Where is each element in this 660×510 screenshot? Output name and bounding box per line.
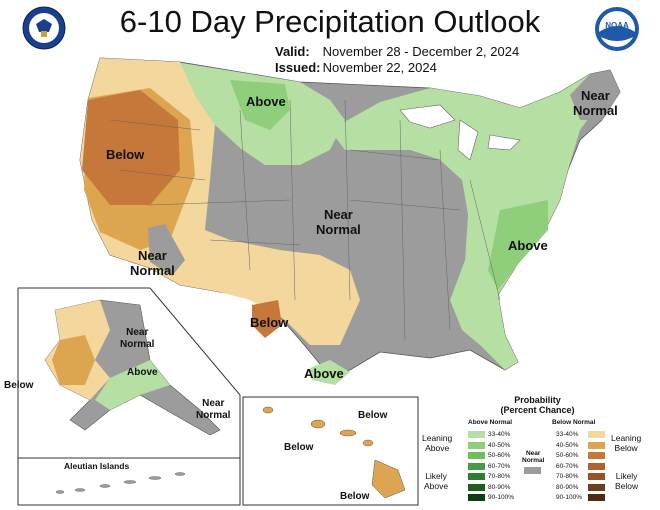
legend-swatch-near-normal: [524, 467, 541, 474]
label-above-gulf: Above: [304, 366, 344, 381]
legend-near-normal: Near Normal: [522, 450, 545, 464]
legend-range-below-1: 40-50%: [556, 441, 579, 449]
ak-label-above: Above: [127, 367, 158, 378]
legend-range-above-6: 90-100%: [488, 494, 515, 501]
legend-range-below-3: 60-70%: [556, 462, 579, 470]
legend-range-below-2: 50-60%: [556, 452, 579, 459]
issued-date: Issued: November 22, 2024: [275, 60, 437, 75]
legend-range-above-3: 60-70%: [488, 462, 511, 470]
label-near-normal-central: Near Normal: [316, 207, 361, 237]
legend-swatch-below-1: [588, 441, 605, 449]
legend-title: Probability (Percent Chance): [500, 395, 575, 415]
legend-range-below-0: 33-40%: [556, 431, 579, 438]
doc-seal-icon: [22, 6, 66, 50]
legend-swatch-below-3: [588, 462, 605, 470]
ak-label-below: Below: [4, 380, 34, 391]
legend-swatch-above-3: [468, 462, 485, 470]
legend-swatch-below-6: [588, 494, 605, 501]
noaa-logo-icon: NOAA: [595, 7, 639, 51]
legend-swatch-above-1: [468, 441, 485, 449]
probability-legend: Probability (Percent Chance) Above Normal…: [420, 395, 655, 507]
legend-leaning-below: Leaning Below: [611, 433, 642, 453]
label-below-west: Below: [106, 147, 145, 162]
legend-leaning-above: Leaning Above: [422, 433, 453, 453]
legend-range-above-0: 33-40%: [488, 431, 511, 438]
hi-label-below-3: Below: [340, 491, 370, 502]
legend-range-below-4: 70-80%: [556, 473, 579, 480]
legend-range-above-4: 70-80%: [488, 473, 511, 480]
legend-range-below-5: 80-90%: [556, 483, 579, 491]
legend-range-above-1: 40-50%: [488, 441, 511, 449]
page-title: 6-10 Day Precipitation Outlook: [119, 4, 541, 39]
label-above-east: Above: [508, 238, 548, 253]
legend-swatch-below-5: [588, 483, 605, 491]
above-east-region: [330, 74, 602, 370]
valid-dates: Valid: November 28 - December 2, 2024: [275, 44, 520, 59]
label-below-texas: Below: [250, 315, 289, 330]
legend-below-header: Below Normal: [552, 419, 596, 426]
legend-range-above-5: 80-90%: [488, 483, 511, 491]
legend-likely-below: Likely Below: [615, 471, 639, 491]
legend-swatch-above-0: [468, 431, 485, 438]
hi-label-below-2: Below: [284, 442, 314, 453]
legend-swatch-above-2: [468, 452, 485, 459]
aleutian-label: Aleutian Islands: [64, 461, 130, 471]
label-near-normal-ne: Near Normal: [573, 88, 618, 118]
legend-range-above-2: 50-60%: [488, 452, 511, 459]
legend-swatch-below-4: [588, 473, 605, 480]
ak-label-near-se: Near Normal: [196, 398, 231, 421]
legend-swatch-above-6: [468, 494, 485, 501]
legend-swatch-below-0: [588, 431, 605, 438]
legend-above-header: Above Normal: [468, 419, 513, 426]
svg-text:NOAA: NOAA: [605, 21, 629, 30]
legend-swatch-above-4: [468, 473, 485, 480]
label-above-north: Above: [246, 94, 286, 109]
hi-label-below-1: Below: [358, 410, 388, 421]
legend-likely-above: Likely Above: [424, 471, 449, 491]
ak-label-near-normal: Near Normal: [120, 327, 155, 350]
legend-range-below-6: 90-100%: [556, 494, 583, 501]
legend-swatch-below-2: [588, 452, 605, 459]
legend-swatch-above-5: [468, 483, 485, 491]
label-near-normal-sw: Near Normal: [130, 248, 175, 278]
